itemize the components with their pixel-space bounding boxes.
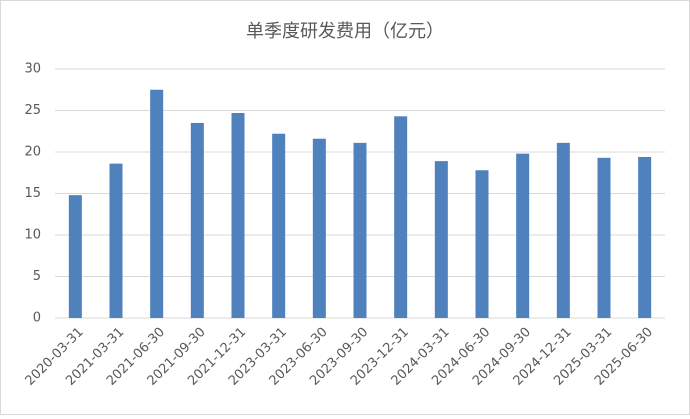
bar bbox=[556, 142, 570, 318]
bar bbox=[353, 142, 367, 318]
bar bbox=[434, 161, 448, 318]
bar bbox=[638, 156, 652, 318]
bar bbox=[231, 112, 245, 319]
bar bbox=[68, 195, 82, 318]
bar bbox=[190, 122, 204, 318]
bar bbox=[109, 163, 123, 318]
chart-title: 单季度研发费用（亿元） bbox=[246, 21, 444, 42]
bar bbox=[516, 153, 530, 318]
y-tick-label: 20 bbox=[24, 145, 41, 160]
y-tick-label: 10 bbox=[24, 228, 41, 243]
y-tick-label: 25 bbox=[24, 103, 41, 118]
y-tick-label: 5 bbox=[33, 269, 41, 284]
bar bbox=[475, 170, 489, 318]
bar bbox=[394, 116, 408, 318]
bar bbox=[150, 89, 164, 318]
y-tick-label: 30 bbox=[24, 62, 41, 77]
y-tick-label: 15 bbox=[24, 186, 41, 201]
bar bbox=[272, 133, 286, 318]
bar bbox=[597, 157, 611, 318]
y-tick-label: 0 bbox=[33, 311, 41, 326]
bar bbox=[312, 138, 326, 318]
